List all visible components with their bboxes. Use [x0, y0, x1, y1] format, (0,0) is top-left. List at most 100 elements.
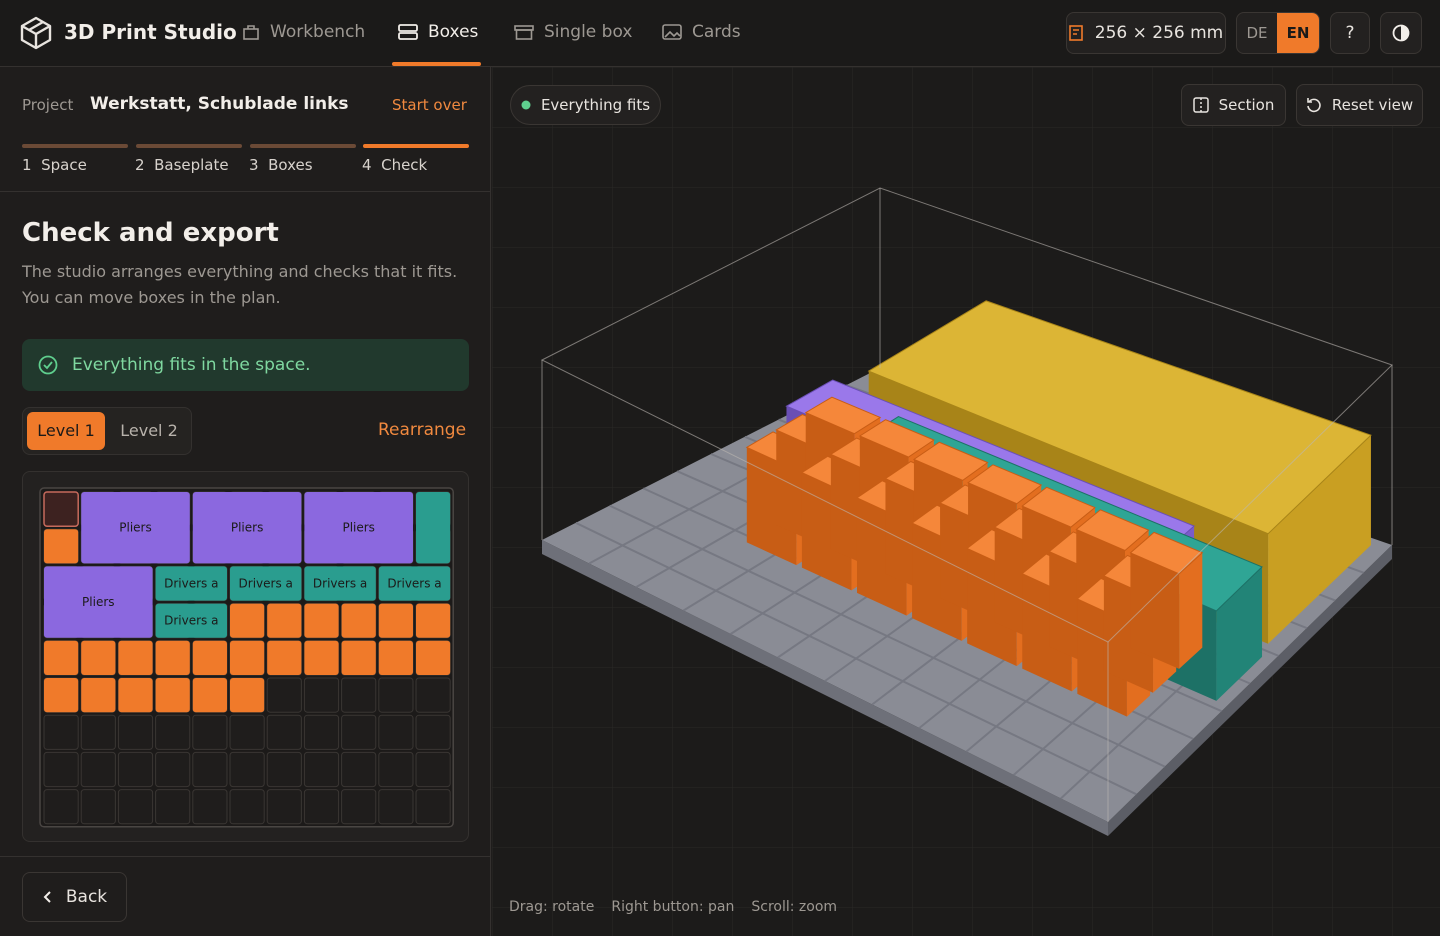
plan-box-label: Pliers: [119, 521, 151, 535]
plan-box: [378, 603, 413, 638]
plan-cell: [266, 677, 302, 713]
size-label[interactable]: 256 × 256 mm: [1094, 23, 1224, 43]
plan-cell: [415, 714, 451, 750]
step-label[interactable]: Check: [381, 156, 428, 174]
step[interactable]: 2 Baseplate: [135, 156, 229, 174]
plan-box-label: Drivers a: [313, 577, 367, 591]
help-button[interactable]: ?: [1330, 12, 1370, 54]
tab-label[interactable]: Cards: [692, 22, 741, 42]
plan-box-label: Drivers a: [239, 577, 293, 591]
plan-cell: [378, 751, 414, 788]
plan-box: [192, 492, 302, 564]
box-side: [1179, 552, 1203, 669]
level-option[interactable]: Level 2: [120, 421, 178, 440]
plan-cell: [341, 677, 377, 713]
tab[interactable]: Workbench: [242, 22, 365, 42]
scene[interactable]: [492, 67, 1440, 936]
step[interactable]: 4 Check: [362, 156, 427, 174]
plan-box: [378, 566, 451, 601]
plan-cell: [266, 714, 302, 750]
back-button[interactable]: Back: [22, 872, 127, 922]
baseplate-side: [1108, 545, 1392, 836]
tab[interactable]: Cards: [662, 22, 741, 42]
hint: Right button: pan: [611, 899, 735, 915]
plan-cell: [229, 714, 265, 750]
step-label[interactable]: Boxes: [268, 156, 313, 174]
step-label[interactable]: Baseplate: [154, 156, 229, 174]
divider: [0, 856, 490, 857]
plan-box: [118, 640, 153, 675]
reset-button[interactable]: Reset view: [1296, 84, 1423, 126]
plan-cell: [303, 789, 340, 825]
language-option[interactable]: EN: [1277, 13, 1319, 53]
step[interactable]: 3 Boxes: [249, 156, 313, 174]
theme-button[interactable]: [1380, 12, 1422, 54]
size-button[interactable]: 256 × 256 mm: [1066, 12, 1226, 54]
plan-box: [118, 678, 153, 713]
section-label[interactable]: Section: [1218, 96, 1275, 114]
status-text: Everything fits in the space.: [72, 355, 311, 375]
plan-box: [44, 529, 79, 564]
plan-box: [416, 492, 451, 564]
box-top: [858, 419, 935, 458]
plan-cell: [43, 751, 79, 788]
tab-label[interactable]: Boxes: [428, 22, 479, 42]
step[interactable]: 1 Space: [22, 156, 87, 174]
project-label: Project: [22, 96, 74, 114]
plan-cell: [415, 677, 451, 713]
reset-label[interactable]: Reset view: [1331, 96, 1414, 114]
plan-box: [341, 603, 376, 638]
plan-box: [341, 640, 376, 675]
plan-panel: Pliers Pliers Pliers Pliers Drivers a Drivers…: [22, 471, 469, 842]
box-top: [867, 300, 1372, 535]
plan-box: [43, 491, 79, 527]
box-front: [1130, 552, 1180, 669]
rearrange[interactable]: Rearrange: [378, 420, 467, 440]
plan-cell: [266, 789, 302, 825]
plan-box: [230, 640, 265, 675]
plan-box: [230, 603, 265, 638]
viewport[interactable]: Everything fits Section Reset view Drag:…: [492, 67, 1440, 936]
tab-label[interactable]: Workbench: [270, 22, 366, 42]
step-number[interactable]: 3: [249, 156, 259, 174]
plan-cell: [117, 751, 154, 788]
fit-status-text: Everything fits: [540, 96, 651, 114]
step-label[interactable]: Space: [41, 156, 87, 174]
plan-box: [304, 566, 376, 601]
step-number[interactable]: 2: [135, 156, 145, 174]
tab-label[interactable]: Single box: [544, 22, 633, 42]
step-number[interactable]: 1: [22, 156, 32, 174]
start-over[interactable]: Start over: [392, 96, 467, 114]
back-label[interactable]: Back: [65, 887, 108, 907]
top-bar: 3D Print Studio Workbench Boxes Single b…: [0, 0, 1440, 67]
tab[interactable]: Single box: [514, 22, 632, 42]
plan-box-label: Drivers a: [164, 614, 218, 628]
plan-cell: [415, 751, 451, 788]
box-top: [1075, 509, 1150, 552]
step-number[interactable]: 4: [362, 156, 372, 174]
step-bar: [363, 144, 469, 148]
plan-cell: [80, 789, 116, 825]
plan-cell: [155, 751, 191, 788]
plan-box: [155, 640, 190, 675]
plan-box: [44, 678, 79, 713]
level-option[interactable]: Level 1: [27, 412, 105, 450]
section-button[interactable]: Section: [1181, 84, 1286, 126]
plan-cell: [341, 714, 377, 750]
plan-cell: [117, 714, 154, 750]
language-option[interactable]: DE: [1246, 24, 1268, 42]
language-switch[interactable]: DE EN: [1236, 12, 1320, 54]
plan-box: [230, 678, 265, 713]
hint: Scroll: zoom: [751, 899, 838, 915]
plan-cell: [266, 751, 302, 788]
plan-cell: [155, 714, 191, 750]
box-top: [804, 396, 882, 435]
description: The studio arranges everything and check…: [22, 262, 458, 307]
heading: Check and export: [22, 218, 279, 248]
hints: Drag: rotate Right button: pan Scroll: zoo…: [509, 899, 837, 915]
plan-cell: [341, 751, 377, 788]
plan-box: [81, 492, 190, 564]
tab[interactable]: Boxes: [398, 22, 478, 42]
plan-box: [155, 603, 227, 638]
